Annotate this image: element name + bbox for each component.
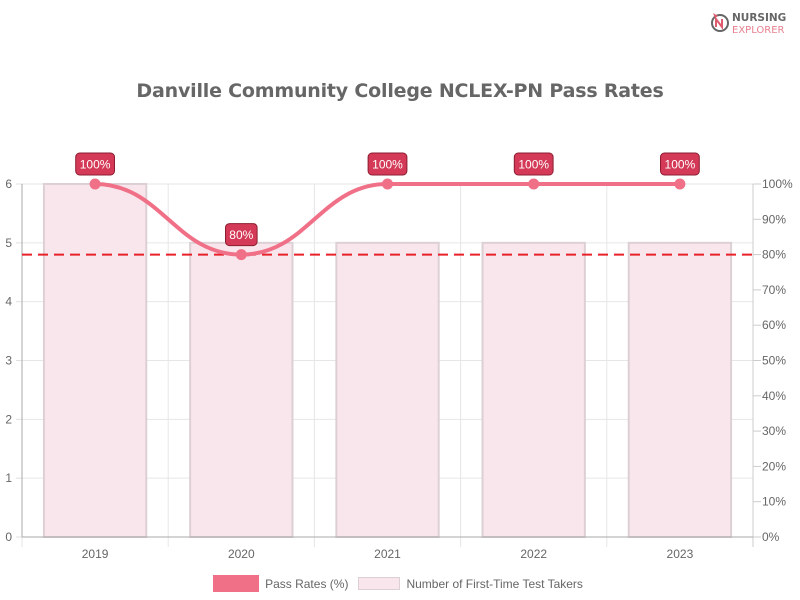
data-label-text: 80% [229, 228, 253, 242]
data-point-2019[interactable] [89, 178, 101, 190]
data-label-text: 100% [518, 158, 549, 172]
x-axis-tick-label: 2022 [520, 547, 547, 561]
logo-line2: EXPLORER [732, 25, 785, 36]
left-axis-tick-label: 1 [5, 471, 12, 485]
data-label-badge [513, 152, 554, 176]
right-axis-tick-label: 70% [762, 283, 786, 297]
left-axis-tick-label: 3 [5, 354, 12, 368]
legend-label-pass-rates: Pass Rates (%) [265, 576, 349, 591]
legend-item-test-takers[interactable]: Number of First-Time Test Takers [358, 576, 583, 591]
data-point-2022[interactable] [528, 178, 540, 190]
data-point-2023[interactable] [674, 178, 686, 190]
bar-2021[interactable] [335, 241, 440, 538]
right-axis-tick-label: 30% [762, 424, 786, 438]
bar-2023[interactable] [627, 241, 733, 538]
data-label-badge [367, 152, 408, 176]
nursing-explorer-logo-icon: NURSING EXPLORER [711, 12, 786, 36]
x-axis-tick-label: 2019 [82, 547, 109, 561]
data-point-2020[interactable] [235, 249, 247, 261]
x-axis-tick-label: 2021 [374, 547, 401, 561]
left-axis-tick-label: 5 [5, 236, 12, 250]
left-axis-tick-label: 0 [5, 530, 12, 544]
data-label-text: 100% [80, 158, 111, 172]
chart-legend: Pass Rates (%) Number of First-Time Test… [0, 575, 800, 592]
data-label-text: 100% [665, 158, 696, 172]
left-axis-tick-label: 6 [5, 177, 12, 191]
right-axis-tick-label: 40% [762, 389, 786, 403]
data-point-2021[interactable] [382, 178, 393, 190]
nursing-explorer-logo: NURSING EXPLORER [710, 8, 794, 36]
pass-rate-line [95, 181, 680, 257]
right-axis-tick-label: 90% [762, 212, 786, 226]
data-label-text: 100% [372, 158, 403, 172]
legend-label-test-takers: Number of First-Time Test Takers [406, 576, 583, 591]
legend-swatch-line [213, 575, 260, 592]
x-axis-tick-label: 2020 [228, 547, 255, 561]
left-axis-tick-label: 4 [5, 295, 12, 309]
chart-title: Danville Community College NCLEX-PN Pass… [136, 80, 664, 102]
legend-item-pass-rates[interactable]: Pass Rates (%) [213, 575, 348, 592]
data-label-badge [225, 223, 258, 247]
x-axis-tick-label: 2023 [667, 547, 694, 561]
bar-2022[interactable] [481, 241, 586, 538]
right-axis-tick-label: 20% [762, 459, 786, 473]
right-axis-tick-label: 80% [762, 248, 786, 262]
right-axis-tick-label: 0% [762, 530, 780, 544]
data-label-badge [660, 152, 700, 176]
right-axis-tick-label: 100% [762, 177, 793, 191]
right-axis-tick-label: 10% [762, 495, 786, 509]
bar-2019[interactable] [42, 183, 148, 538]
legend-swatch-bar [358, 577, 401, 590]
right-axis-tick-label: 50% [762, 354, 786, 368]
bar-2020[interactable] [189, 241, 294, 538]
right-axis-tick-label: 60% [762, 318, 786, 332]
logo-line1: NURSING [732, 12, 786, 24]
data-label-badge [75, 152, 115, 176]
left-axis-tick-label: 2 [5, 412, 12, 426]
